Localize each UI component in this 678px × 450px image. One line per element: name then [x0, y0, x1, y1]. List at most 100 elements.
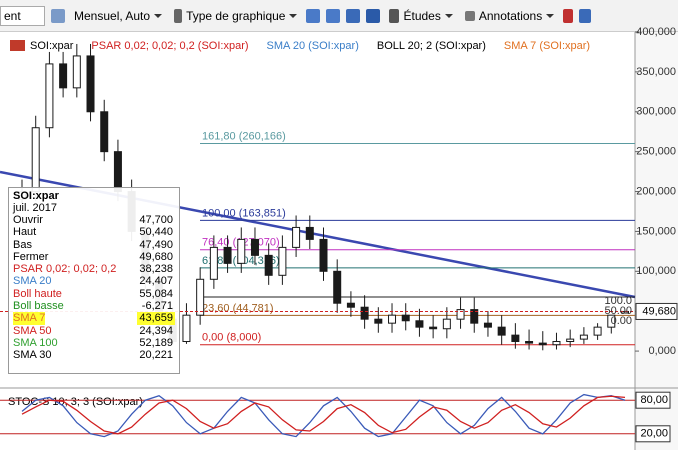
candle-body [607, 314, 616, 328]
candle-body [333, 270, 342, 304]
y-tick-label: 350,000 [636, 66, 676, 78]
candle-body [388, 314, 397, 324]
legend-item: PSAR 0,02; 0,02; 0,2 (SOI:xpar) [91, 40, 248, 52]
candle-body [209, 246, 218, 280]
row-value: 55,084 [139, 287, 173, 300]
tooltip-rows: Ouvrir 47,700 Haut 50,440 Bas 47,490 Fermer 49,… [13, 214, 175, 362]
candle-body [223, 246, 232, 264]
fib-label: 23,60 (44,781) [202, 302, 274, 314]
candle-body [196, 278, 205, 316]
tooltip-row: SMA 20 24,407 [13, 275, 175, 287]
legend: SOI:xpar PSAR 0,02; 0,02; 0,2 (SOI:xpar) S… [30, 40, 590, 52]
chart-type-label: Type de graphique [186, 8, 286, 23]
annotations-icon [464, 10, 475, 21]
side-label: 100.0 [604, 295, 632, 307]
y-tick-label: 100,000 [636, 265, 676, 277]
candle-icon [174, 8, 183, 23]
tooltip-row: Fermer 49,680 [13, 251, 175, 263]
row-value: 49,680 [139, 250, 173, 263]
candle-body [278, 246, 287, 276]
candle-body [566, 338, 575, 343]
candle-body [470, 309, 479, 324]
y-tick-label: 400,000 [636, 26, 676, 38]
zoom-out[interactable] [326, 8, 341, 23]
tooltip-date: juil. 2017 [13, 202, 58, 214]
studies-label: Études [403, 8, 441, 23]
row-value: 47,700 [139, 214, 173, 226]
legend-item: SMA 7 (SOI:xpar) [504, 40, 590, 52]
fib-label: 100,00 (163,851) [202, 207, 286, 219]
chart-type-menu[interactable]: Type de graphique [171, 8, 300, 23]
row-label: Boll haute [13, 287, 62, 300]
candle-body [292, 226, 301, 248]
candle-body [483, 322, 492, 328]
annotations-label: Annotations [478, 8, 543, 23]
candle-body [250, 238, 259, 256]
tooltip-title: SOI:xpar [13, 190, 59, 202]
row-value: 43,659 [137, 312, 175, 325]
row-label: SMA 30 [13, 349, 52, 362]
candle-body [59, 63, 68, 89]
candle-body [305, 226, 314, 240]
candle-body [538, 342, 547, 346]
row-label: SMA 7 [13, 312, 46, 325]
candle-body [319, 238, 328, 272]
row-value: 47,490 [139, 238, 173, 251]
row-value: 52,189 [139, 336, 173, 349]
search-input[interactable]: ent [0, 5, 45, 26]
settings-icon[interactable] [51, 8, 65, 23]
stoch-line [21, 395, 626, 435]
candle-body [525, 341, 534, 344]
period-menu[interactable]: Mensuel, Auto [71, 9, 165, 23]
candle-body [86, 55, 95, 113]
y-tick-label: 200,000 [636, 185, 676, 197]
legend-item: BOLL 20; 2 (SOI:xpar) [377, 40, 486, 52]
zoom-in[interactable] [306, 8, 321, 23]
candle-body [497, 326, 506, 336]
crosshair[interactable] [579, 8, 592, 23]
row-value: 24,407 [139, 275, 173, 288]
row-value: -6,271 [141, 300, 173, 313]
candle-body [456, 309, 465, 320]
row-label: Haut [13, 226, 37, 239]
last-price-box [635, 302, 678, 320]
row-value: 24,394 [139, 324, 173, 337]
candle-body [442, 318, 451, 330]
y-tick-label: 0,000 [648, 345, 676, 357]
stoch-line [21, 393, 626, 438]
candle-body [511, 334, 520, 343]
row-label: PSAR 0,02; 0,02; 0,2 [13, 263, 117, 276]
pan[interactable] [346, 8, 361, 23]
stoch-tick-box [635, 391, 671, 409]
tooltip-row: SMA 100 52,189 [13, 337, 175, 349]
y-tick-label: 300,000 [636, 106, 676, 118]
candle-body [593, 326, 602, 336]
row-label: Ouvrir [13, 214, 43, 226]
side-label: 50.00 [604, 305, 632, 317]
cfd-badge [10, 40, 25, 51]
annotations-menu[interactable]: Annotations [462, 9, 557, 23]
tooltip-row: Ouvrir 47,700 [13, 214, 175, 226]
tooltip-row: SMA 30 20,221 [13, 349, 175, 361]
row-label: SMA 20 [13, 275, 52, 288]
row-value: 38,238 [139, 263, 173, 276]
candle-body [100, 111, 109, 153]
stoch-tick-box [635, 425, 671, 443]
tooltip-row: Boll basse -6,271 [13, 300, 175, 312]
tooltip-row: Haut 50,440 [13, 226, 175, 238]
legend-item: SMA 20 (SOI:xpar) [267, 40, 359, 52]
tooltip-row: Boll haute 55,084 [13, 288, 175, 300]
erase[interactable] [563, 8, 574, 23]
period-label: Mensuel, Auto [74, 8, 151, 23]
studies-icon [389, 8, 400, 23]
candle-body [415, 320, 424, 328]
fib-label: 161,80 (260,166) [202, 130, 286, 142]
fib-label: 0,00 (8,000) [202, 332, 261, 344]
candle-body [552, 341, 561, 346]
row-label: SMA 50 [13, 324, 52, 337]
studies-menu[interactable]: Études [386, 8, 455, 23]
reset[interactable] [366, 8, 381, 23]
tooltip: SOI:xpar juil. 2017 Ouvrir 47,700 Haut 50,4… [8, 187, 180, 374]
last-price-label: 49,680 [642, 305, 676, 317]
